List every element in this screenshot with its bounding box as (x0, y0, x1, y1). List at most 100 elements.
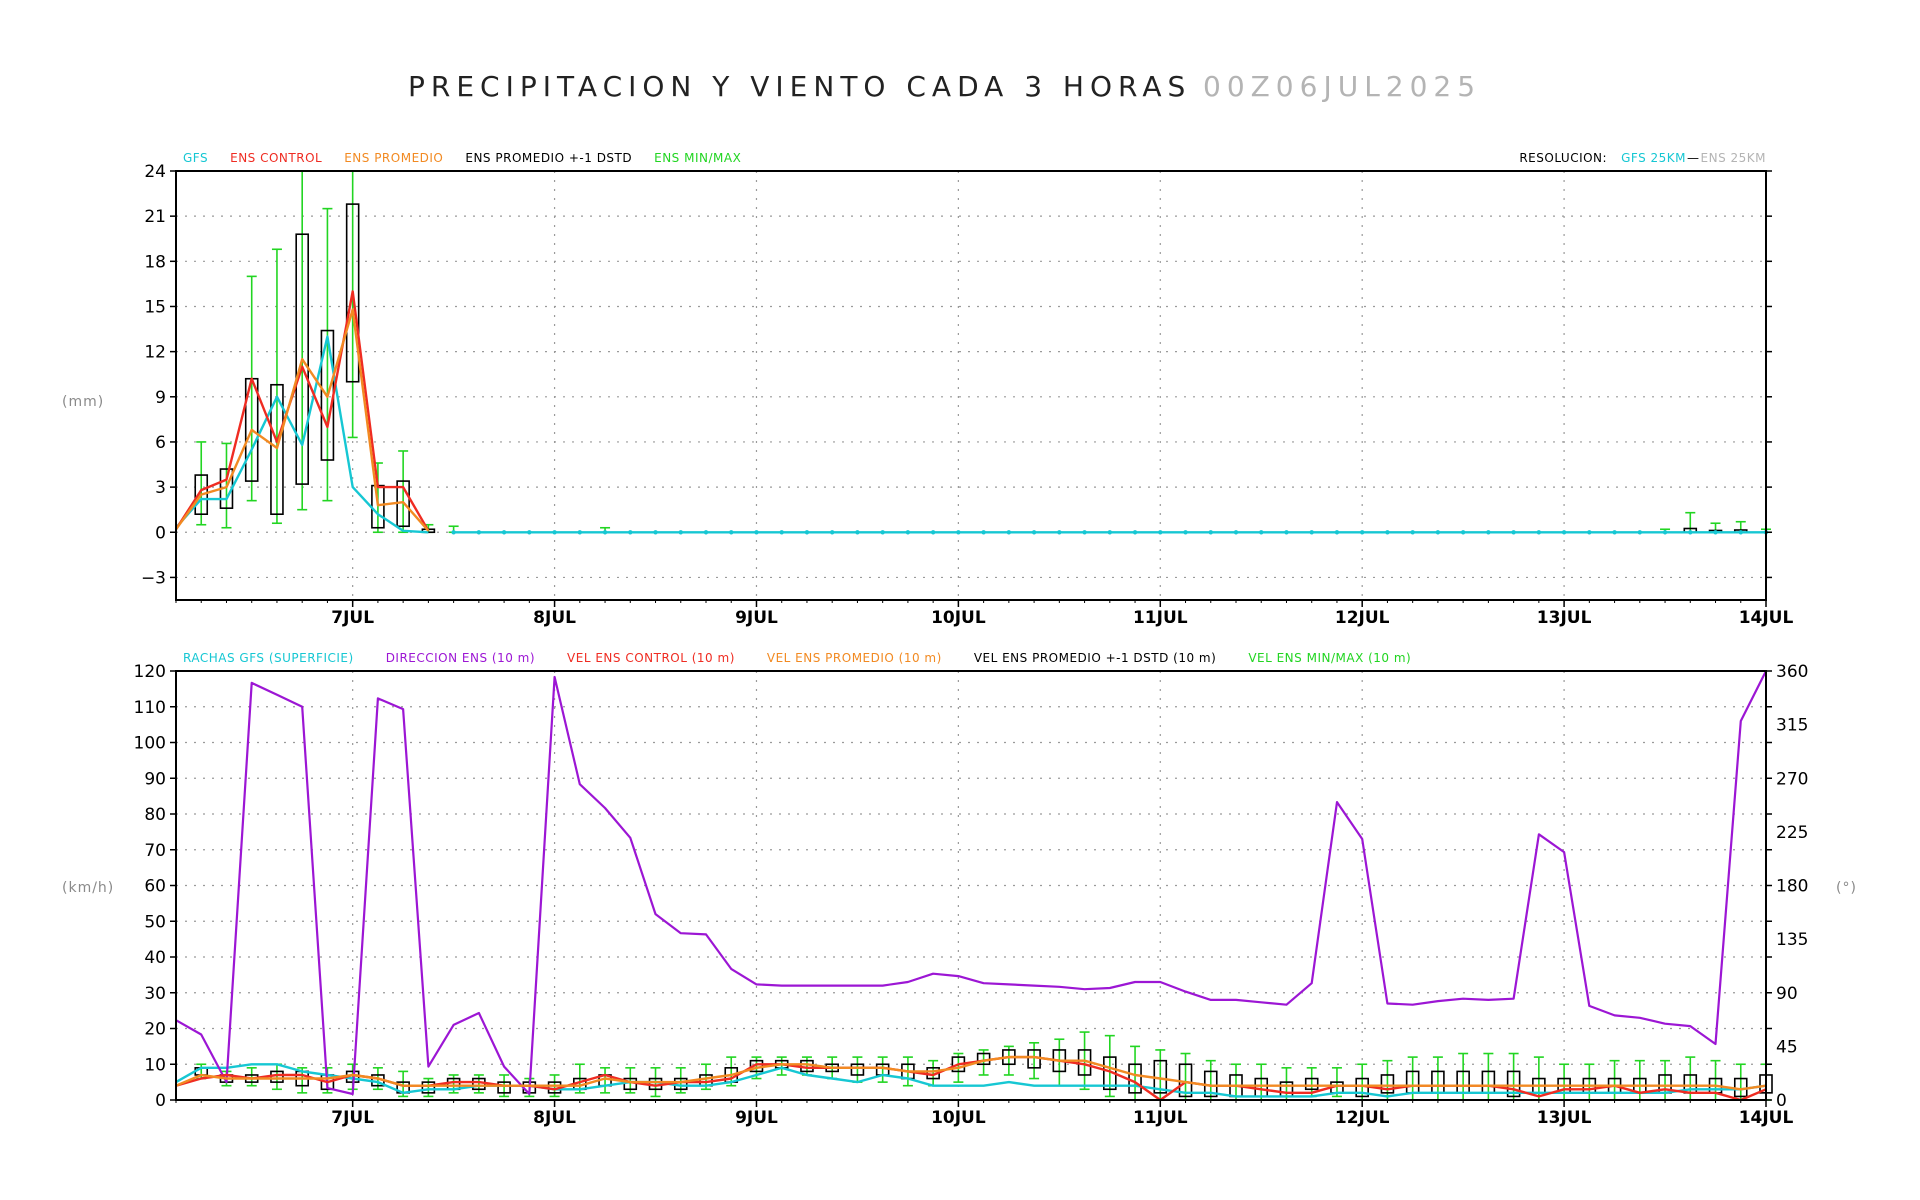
y-tick-label: 30 (144, 984, 166, 1004)
std-box (1380, 1074, 1395, 1094)
series-line-ens-promedio (175, 308, 430, 532)
precip-panel: −3 0 3 6 9 12 15 18 21 24 7JUL 8JUL 9JUL 10JUL 11JUL 12… (62, 151, 1793, 628)
y-tick-label: −3 (141, 568, 166, 588)
gfs-point (1561, 530, 1567, 535)
gfs-point (1284, 530, 1289, 535)
std-box (345, 203, 360, 383)
y-tick-label: 18 (144, 252, 166, 272)
y-tick-label: 70 (144, 841, 166, 861)
gfs-point (1158, 530, 1163, 535)
y-tick-label: 20 (144, 1020, 166, 1040)
gfs-point (1031, 530, 1037, 535)
gfs-point (1006, 530, 1012, 535)
legend-item: ENS MIN/MAX (654, 151, 741, 165)
legend-item: VEL ENS CONTROL (10 m) (567, 651, 735, 665)
gfs-point (1662, 530, 1668, 535)
chart-title: PRECIPITACION Y VIENTO CADA 3 HORAS (408, 70, 1191, 103)
y-tick-label: 60 (144, 877, 166, 897)
resolution-label: RESOLUCION: (1519, 151, 1607, 165)
y-tick-label: 24 (144, 162, 166, 182)
std-box (295, 233, 309, 485)
x-tick-label: 14JUL (1739, 608, 1794, 628)
x-tick-label: 13JUL (1537, 1108, 1592, 1128)
legend-item: GFS (183, 151, 208, 165)
y-tick-label: 3 (155, 478, 166, 498)
gfs-point (1082, 530, 1087, 535)
legend-item: ENS PROMEDIO +-1 DSTD (465, 151, 632, 165)
x-tick-label: 11JUL (1133, 1108, 1188, 1128)
gfs-point (1612, 530, 1617, 535)
legend-item: DIRECCION ENS (10 m) (386, 651, 535, 665)
x-tick-label: 10JUL (931, 1108, 986, 1128)
gfs-point (1688, 530, 1693, 535)
gfs-point (653, 530, 658, 535)
legend-item: VEL ENS PROMEDIO +-1 DSTD (10 m) (974, 651, 1217, 665)
y-tick-label: 80 (144, 805, 166, 825)
gfs-point (628, 530, 633, 535)
x-tick-label: 7JUL (331, 1108, 374, 1128)
series-line-direccion-ens-10-m (175, 670, 1767, 1096)
y2-tick-label: 315 (1776, 716, 1808, 736)
y-tick-label: 10 (144, 1055, 166, 1075)
x-tick-label: 10JUL (931, 608, 986, 628)
legend-item: ENS PROMEDIO (344, 151, 443, 165)
std-box (1506, 1070, 1521, 1098)
gfs-point (501, 530, 507, 535)
y-tick-label: 120 (134, 662, 166, 682)
series-line-ens-control (174, 290, 430, 532)
gfs-point (1536, 530, 1542, 535)
resolution-gfs: GFS 25KM (1621, 151, 1686, 165)
y-tick-label: 12 (144, 343, 166, 363)
y2-tick-label: 270 (1776, 769, 1808, 789)
gfs-point (754, 530, 759, 535)
legend-item: RACHAS GFS (SUPERFICIE) (183, 651, 354, 665)
gfs-point (1460, 530, 1466, 535)
gfs-point (1132, 530, 1138, 535)
y-tick-label: 110 (134, 698, 166, 718)
gfs-point (678, 530, 683, 535)
gfs-point (1309, 530, 1314, 535)
x-tick-label: 14JUL (1739, 1108, 1794, 1128)
x-tick-label: 8JUL (533, 1108, 576, 1128)
plot-frame (175, 170, 1767, 601)
gfs-point (1057, 530, 1062, 535)
series-line-vel-ens-control-10-m (175, 1055, 1767, 1102)
y-tick-label: 6 (155, 433, 166, 453)
y-axis-label: (mm) (62, 394, 104, 410)
gfs-point (829, 530, 835, 535)
y-axis-label-left: (km/h) (62, 880, 114, 896)
y-tick-label: 9 (155, 388, 166, 408)
gfs-point (1259, 530, 1264, 535)
gfs-point (930, 530, 936, 535)
y2-tick-label: 180 (1776, 877, 1808, 897)
y-tick-label: 15 (144, 297, 166, 317)
x-tick-label: 12JUL (1335, 608, 1390, 628)
y2-tick-label: 90 (1776, 984, 1798, 1004)
gfs-point (1587, 530, 1592, 535)
gfs-point (729, 530, 734, 535)
gfs-point (1713, 530, 1718, 535)
x-tick-label: 13JUL (1537, 608, 1592, 628)
gfs-point (1637, 530, 1643, 535)
y2-tick-label: 45 (1776, 1037, 1798, 1057)
gfs-point (1486, 530, 1491, 535)
resolution-ens: ENS 25KM (1701, 151, 1766, 165)
y-tick-label: 40 (144, 948, 166, 968)
gfs-point (1334, 530, 1340, 535)
gfs-point (476, 530, 482, 535)
std-box (1304, 1077, 1319, 1091)
gfs-point (804, 530, 810, 535)
y-tick-label: 0 (155, 523, 166, 543)
std-box (270, 383, 284, 516)
legend-item: VEL ENS MIN/MAX (10 m) (1248, 651, 1411, 665)
gfs-point (1233, 530, 1239, 535)
gfs-point (779, 530, 784, 535)
std-box (194, 474, 209, 516)
y2-tick-label: 225 (1776, 823, 1808, 843)
gfs-point (981, 530, 986, 535)
resolution-separator: — (1687, 151, 1700, 165)
gfs-point (703, 530, 709, 535)
gfs-point (451, 530, 456, 535)
run-date: 00Z06JUL2025 (1203, 70, 1481, 103)
